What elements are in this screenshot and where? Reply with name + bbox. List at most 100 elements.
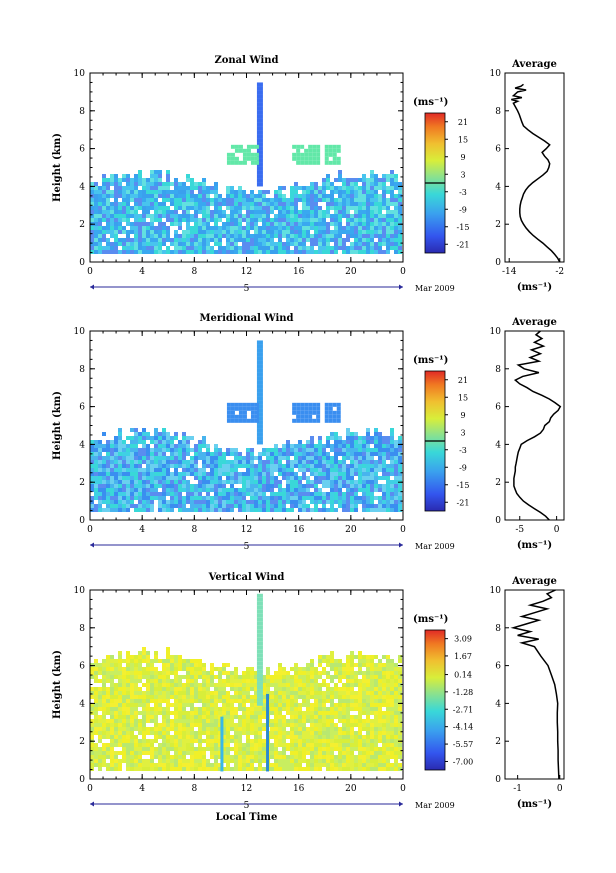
data-cell	[166, 226, 170, 230]
date-bar-arrow	[90, 284, 94, 290]
data-cell	[222, 230, 226, 234]
cloud-cell	[296, 160, 301, 165]
data-cell	[178, 194, 182, 198]
data-cell	[218, 448, 222, 452]
data-cell	[358, 759, 362, 763]
data-cell	[342, 695, 346, 699]
y-tick-label: 6	[79, 403, 85, 413]
data-cell	[330, 238, 334, 242]
data-cell	[154, 444, 158, 448]
data-cell	[122, 707, 126, 711]
data-cell	[166, 246, 170, 250]
data-cell	[338, 679, 342, 683]
data-cell	[330, 735, 334, 739]
data-cell	[98, 703, 102, 707]
data-cell	[278, 723, 282, 727]
cloud-cell	[292, 402, 297, 407]
average-frame	[504, 72, 565, 263]
data-cell	[126, 448, 130, 452]
data-cell	[338, 699, 342, 703]
data-cell	[210, 246, 214, 250]
data-cell	[106, 464, 110, 468]
data-cell	[290, 508, 294, 512]
date-label: Mar 2009	[415, 284, 455, 293]
data-cell	[106, 488, 110, 492]
data-cell	[118, 484, 122, 488]
data-cell	[350, 186, 354, 190]
data-cell	[258, 226, 262, 230]
data-cell	[302, 667, 306, 671]
data-cell	[94, 452, 98, 456]
data-cell	[346, 436, 350, 440]
data-cell	[182, 488, 186, 492]
data-cell	[214, 492, 218, 496]
data-cell	[326, 242, 330, 246]
data-cell	[358, 456, 362, 460]
data-cell	[278, 687, 282, 691]
data-cell	[354, 755, 358, 759]
data-cell	[310, 190, 314, 194]
cloud-cell	[332, 160, 337, 165]
data-cell	[142, 683, 146, 687]
data-cell	[226, 751, 230, 755]
data-cell	[178, 464, 182, 468]
data-cell	[222, 234, 226, 238]
data-cell	[186, 492, 190, 496]
data-cell	[218, 699, 222, 703]
data-cell	[90, 667, 94, 671]
data-cell	[98, 699, 102, 703]
data-cell	[210, 456, 214, 460]
data-cell	[306, 456, 310, 460]
data-cell	[110, 460, 114, 464]
data-cell	[138, 460, 142, 464]
data-cell	[142, 214, 146, 218]
data-cell	[346, 182, 350, 186]
data-cell	[334, 456, 338, 460]
data-cell	[186, 214, 190, 218]
data-cell	[366, 182, 370, 186]
data-cell	[186, 767, 190, 771]
data-cell	[134, 707, 138, 711]
data-cell	[154, 655, 158, 659]
data-cell	[322, 759, 326, 763]
data-cell	[150, 202, 154, 206]
data-cell	[198, 492, 202, 496]
data-cell	[126, 190, 130, 194]
data-cell	[322, 671, 326, 675]
data-cell	[94, 222, 98, 226]
data-cell	[170, 496, 174, 500]
data-cell	[214, 464, 218, 468]
data-cell	[206, 210, 210, 214]
data-cell	[174, 504, 178, 508]
data-cell	[182, 723, 186, 727]
data-cell	[194, 460, 198, 464]
data-cell	[126, 723, 130, 727]
data-cell	[394, 202, 398, 206]
data-cell	[238, 206, 242, 210]
data-cell	[182, 480, 186, 484]
data-cell	[162, 432, 166, 436]
data-cell	[126, 214, 130, 218]
data-cell	[118, 711, 122, 715]
data-cell	[182, 464, 186, 468]
data-cell	[158, 751, 162, 755]
data-cell	[306, 464, 310, 468]
data-cell	[226, 703, 230, 707]
cloud-cell	[230, 402, 235, 407]
data-cell	[154, 218, 158, 222]
data-cell	[174, 234, 178, 238]
cloud-cell	[336, 148, 341, 153]
data-cell	[346, 751, 350, 755]
cloud-cell	[296, 414, 301, 419]
data-cell	[206, 767, 210, 771]
data-cell	[126, 492, 130, 496]
cloud-cell	[238, 148, 243, 153]
data-cell	[330, 234, 334, 238]
data-cell	[370, 174, 374, 178]
cloud-cell	[250, 418, 255, 423]
data-cell	[338, 206, 342, 210]
cloud-cell	[316, 156, 321, 161]
average-y-tick-label: 0	[495, 516, 501, 526]
data-cell	[114, 755, 118, 759]
data-cell	[118, 719, 122, 723]
